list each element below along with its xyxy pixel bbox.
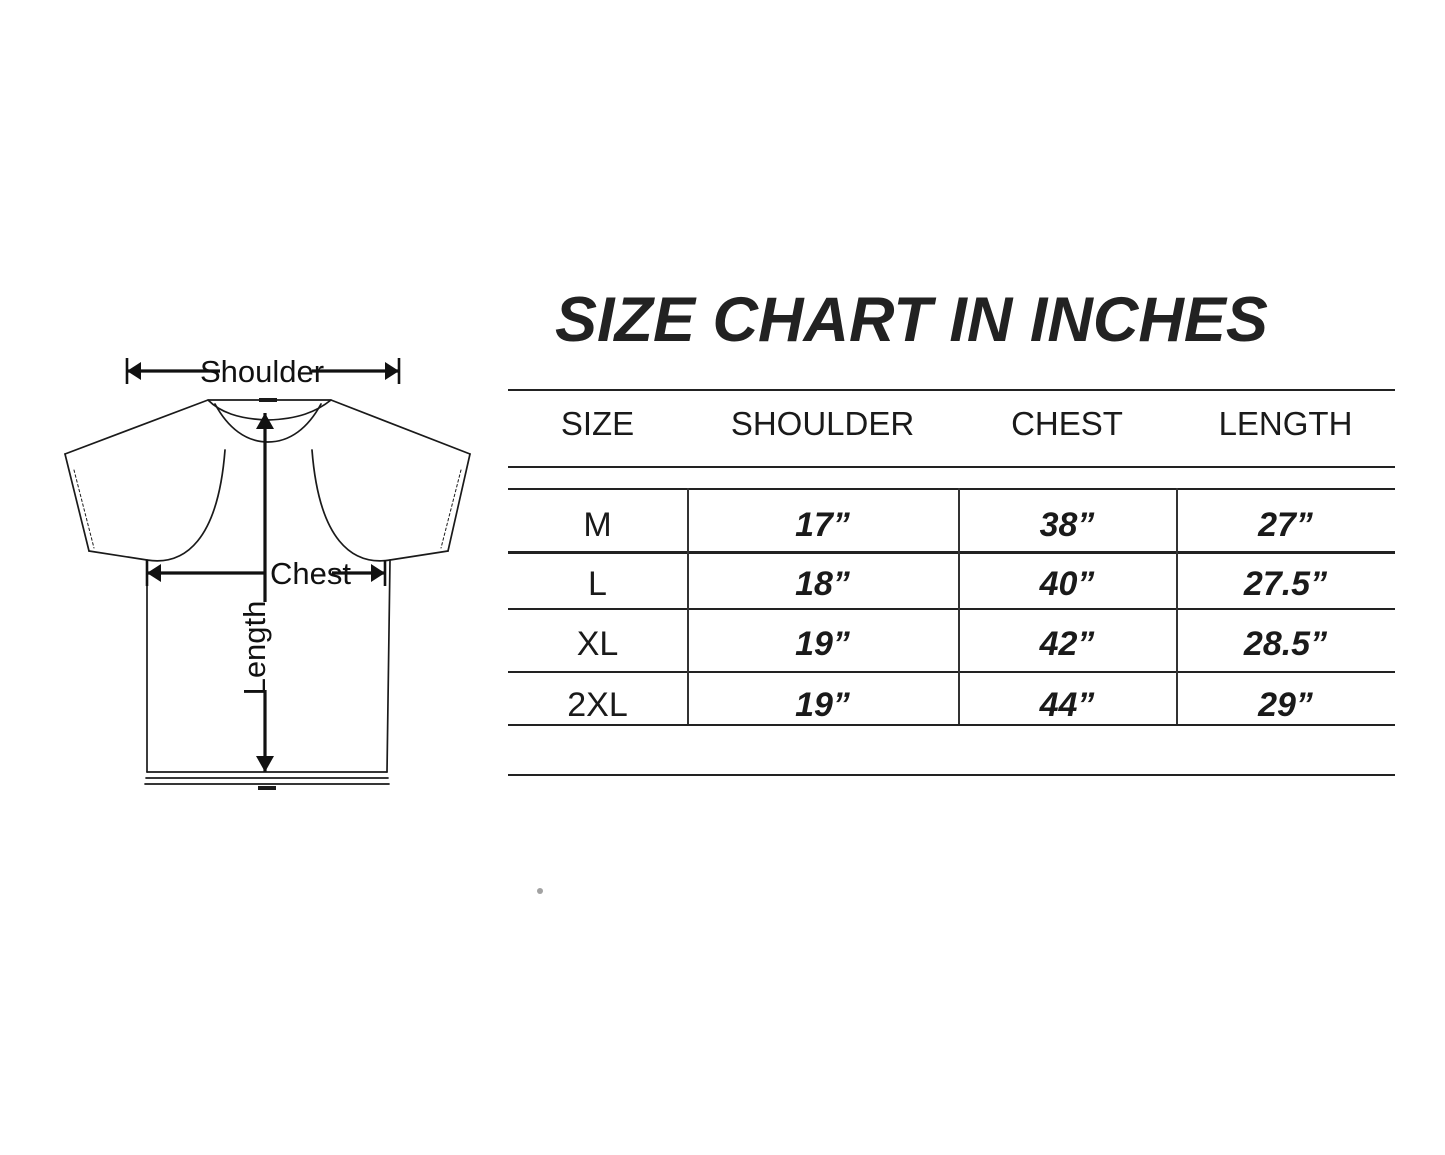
svg-text:Shoulder: Shoulder bbox=[200, 354, 324, 389]
svg-text:Length: Length bbox=[237, 601, 272, 696]
svg-text:Chest: Chest bbox=[270, 556, 351, 591]
